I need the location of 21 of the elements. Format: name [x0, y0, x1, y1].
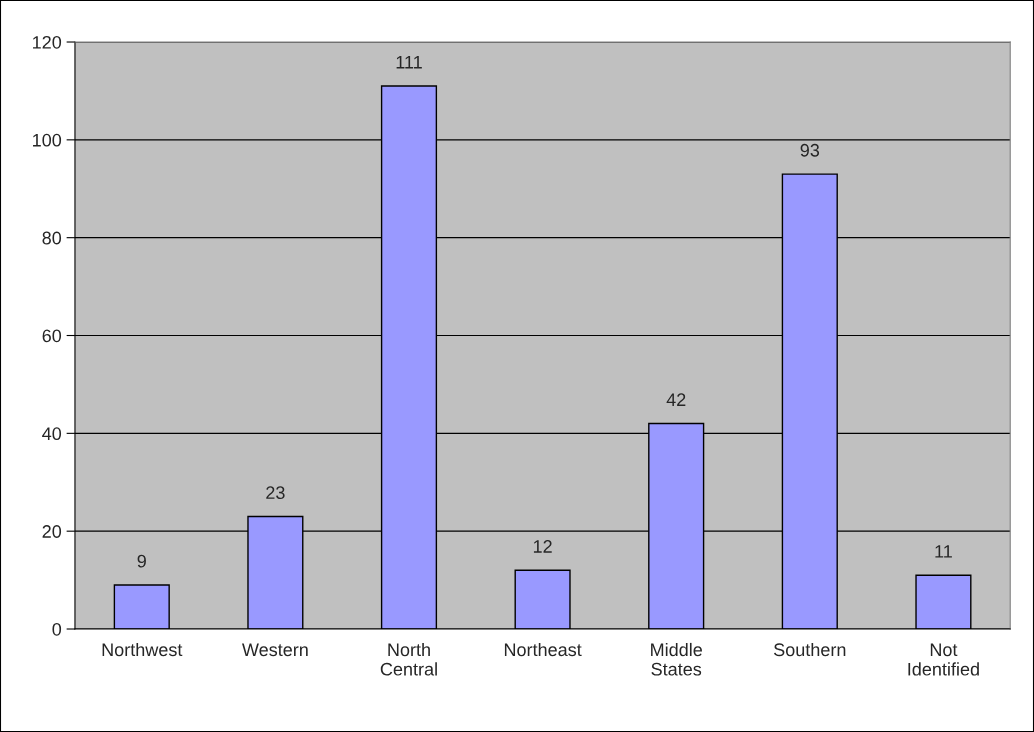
data-label: 42: [666, 393, 686, 406]
data-label: 111: [396, 55, 422, 69]
y-tick-label: 80: [42, 231, 62, 245]
data-label: 93: [800, 143, 820, 157]
x-tick-label: Northwest: [102, 642, 183, 657]
y-tick-label: 40: [42, 427, 62, 441]
y-tick-label: 0: [52, 622, 62, 636]
data-label: 11: [935, 545, 952, 558]
x-tick-label: Western: [242, 643, 308, 657]
x-tick-label: Middle States: [651, 642, 702, 676]
data-label: 23: [266, 486, 285, 500]
x-tick-label: Northeast: [504, 642, 582, 657]
data-label: 9: [137, 554, 146, 568]
x-tick-label: Southern: [773, 642, 846, 657]
x-tick-label: North Central: [380, 642, 437, 676]
y-tick-label: 20: [42, 525, 62, 538]
y-tick-label: 60: [42, 329, 62, 343]
y-tick-label: 120: [33, 35, 62, 49]
data-label: 12: [533, 540, 552, 553]
y-tick-label: 100: [33, 133, 62, 147]
x-tick-label: Not Identified: [908, 643, 979, 676]
